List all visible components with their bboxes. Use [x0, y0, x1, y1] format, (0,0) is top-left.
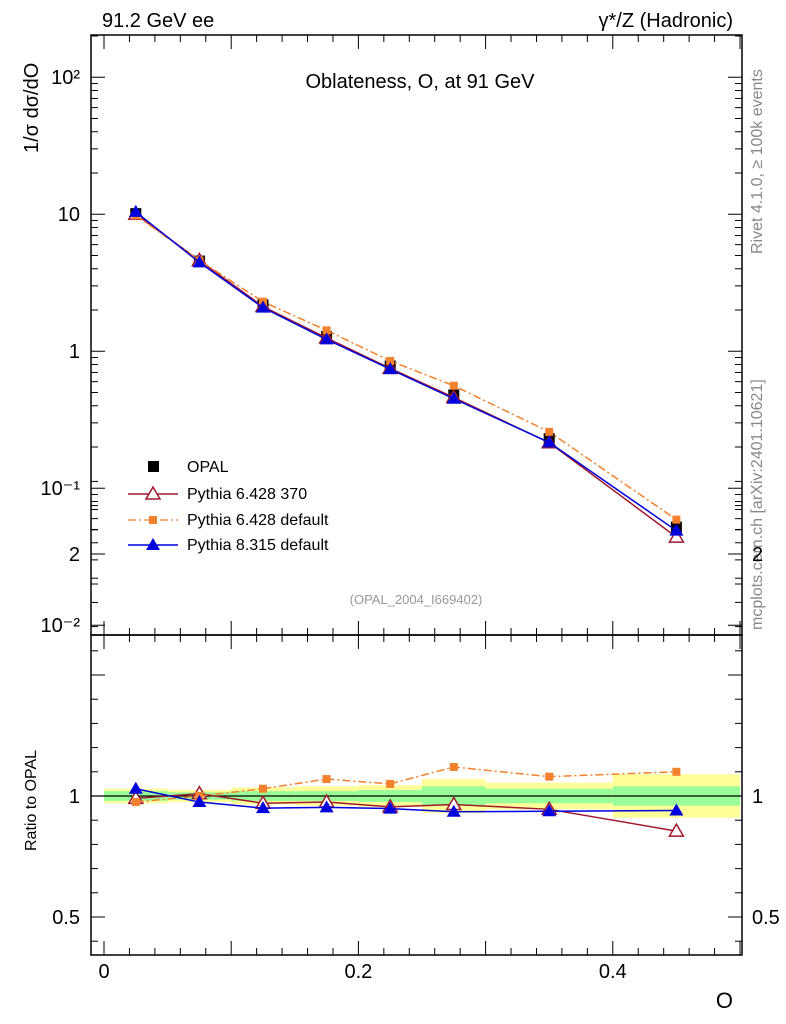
main-data-point: [192, 255, 207, 268]
ratio-y-axis-label: Ratio to OPAL: [23, 750, 40, 851]
ratio-data-point: [259, 784, 267, 793]
ratio-x-ticks: 0 0.2 0.4: [98, 635, 741, 983]
main-data-point: [386, 356, 395, 365]
main-data-point: [669, 523, 684, 536]
ratio-y-tick-label-right: 2: [752, 544, 763, 566]
ratio-x-tick-label: 0.2: [344, 961, 372, 983]
mcplots-label: mcplots.cern.ch [arXiv:2401.10621]: [749, 379, 766, 630]
legend: OPAL Pythia 6.428 370 Pythia 6.428 defau…: [128, 459, 329, 554]
main-series-line: [135, 214, 677, 521]
header-left: 91.2 GeV ee: [102, 10, 214, 32]
ratio-series-line: [135, 766, 677, 803]
main-data-point: [383, 362, 398, 375]
main-series: [127, 204, 685, 543]
main-panel: Oblateness, O, at 91 GeV 1/σ dσ/dO (OPAL…: [21, 34, 743, 637]
main-y-tick-label: 10²: [51, 67, 80, 89]
ratio-y-tick-label-right: 0.5: [752, 907, 780, 929]
ratio-data-point: [319, 800, 334, 813]
main-data-point: [672, 515, 681, 524]
main-y-tick-label: 10: [58, 204, 80, 226]
main-data-point: [542, 435, 557, 448]
ratio-x-tick-label: 0: [98, 961, 109, 983]
main-y-axis-label: 1/σ dσ/dO: [21, 63, 43, 153]
ratio-x-axis-label: O: [716, 988, 733, 1013]
ratio-panel: Ratio to OPAL O 0.5 0.5 1 1 2 2 0 0.2 0.4: [23, 480, 780, 1013]
legend-marker-p8-default: [146, 538, 160, 550]
ratio-y-tick-label-left: 0.5: [52, 907, 80, 929]
ratio-frame: [90, 634, 743, 956]
main-y-tick-label: 1: [69, 341, 80, 363]
main-y-tick-label: 10⁻¹: [41, 478, 81, 500]
legend-marker-p6-default: [149, 516, 157, 524]
main-title: Oblateness, O, at 91 GeV: [305, 71, 535, 93]
ratio-data-point: [669, 803, 684, 816]
main-data-point: [322, 326, 331, 335]
ratio-data-point: [128, 781, 143, 794]
main-y-tick-label: 10⁻²: [41, 615, 81, 637]
ratio-y-ticks: 0.5 0.5 1 1 2 2: [52, 480, 780, 942]
legend-label-p8-default: Pythia 8.315 default: [187, 537, 329, 554]
ratio-series-line: [135, 792, 677, 832]
ratio-x-tick-label: 0.4: [599, 961, 627, 983]
ratio-data-point: [256, 801, 270, 814]
ratio-data-point: [668, 822, 685, 837]
ratio-data-point: [446, 804, 461, 817]
main-data-point: [545, 427, 554, 436]
ratio-series: [127, 762, 685, 837]
ratio-data-point: [383, 801, 398, 814]
ratio-data-point: [449, 762, 458, 771]
main-data-point: [256, 300, 270, 313]
ratio-y-tick-label-left: 1: [69, 786, 80, 808]
legend-label-opal: OPAL: [187, 459, 229, 476]
ratio-y-tick-label-right: 1: [752, 786, 763, 808]
ratio-data-point: [386, 779, 395, 788]
legend-label-p6-370: Pythia 6.428 370: [187, 486, 307, 503]
ratio-series-line: [135, 788, 677, 813]
main-series-3: [128, 204, 684, 536]
main-x-ticks: [103, 35, 741, 635]
ratio-data-point: [545, 772, 554, 781]
ratio-data-point: [542, 804, 557, 817]
main-series-line: [135, 211, 677, 532]
ratio-data-point: [672, 767, 681, 776]
header-right: γ*/Z (Hadronic): [599, 10, 733, 32]
ratio-series-2: [128, 781, 684, 817]
legend-label-p6-default: Pythia 6.428 default: [187, 512, 329, 529]
ratio-data-point: [322, 775, 331, 784]
rivet-label: Rivet 4.1.0, ≥ 100k events: [749, 69, 766, 254]
main-y-ticks: 10⁻² 10⁻¹ 1 10 10²: [41, 35, 742, 637]
main-data-point: [668, 528, 685, 543]
main-data-point: [128, 204, 143, 217]
main-data-point: [446, 391, 461, 404]
legend-marker-opal: [148, 461, 159, 472]
ratio-data-point: [192, 795, 207, 808]
ratio-data-point: [131, 798, 140, 807]
main-data-point: [319, 332, 334, 345]
main-series-0: [130, 208, 682, 533]
main-data-point: [449, 381, 458, 390]
ratio-y-tick-label-left: 2: [69, 544, 80, 566]
analysis-id: (OPAL_2004_I669402): [350, 592, 483, 607]
legend-marker-p6-370: [144, 485, 162, 500]
